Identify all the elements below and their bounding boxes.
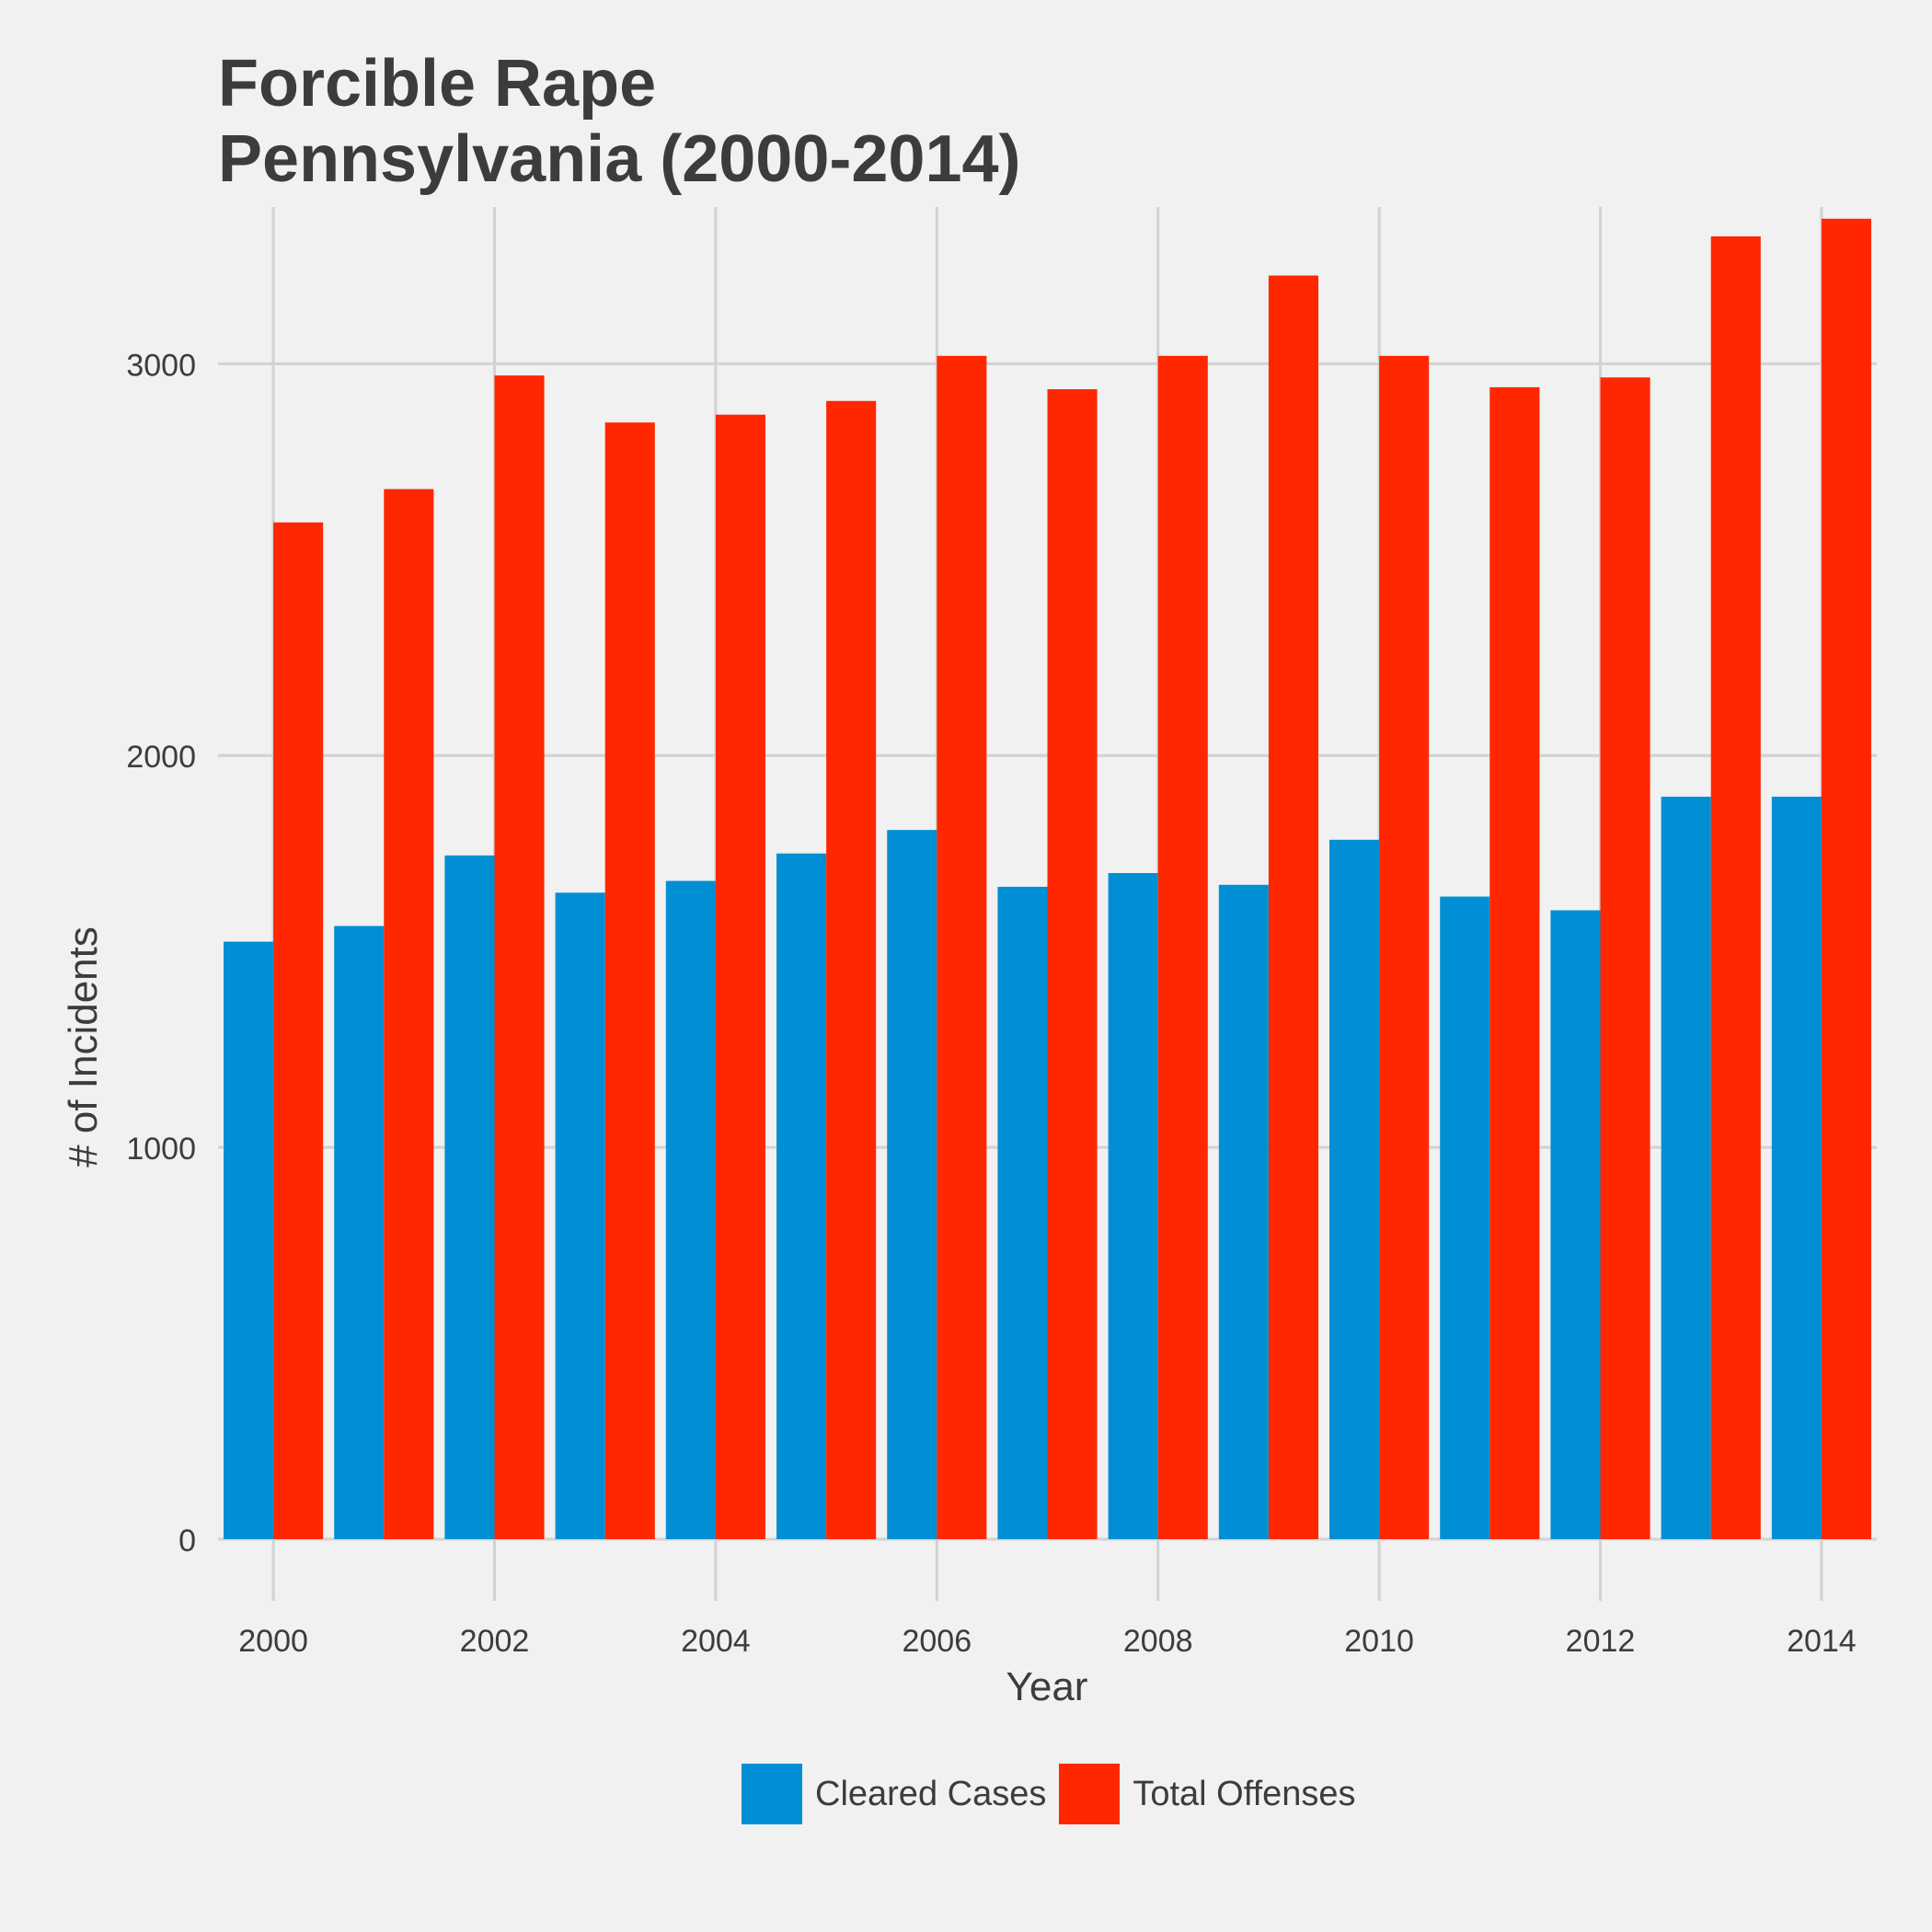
x-tick-label: 2000 <box>238 1624 308 1659</box>
chart-title-line: Forcible Rape <box>218 47 657 121</box>
bar-cleared-cases <box>1440 896 1490 1539</box>
x-tick-label: 2014 <box>1787 1624 1857 1659</box>
legend-swatch-cleared <box>742 1764 802 1824</box>
bar-cleared-cases <box>555 892 605 1539</box>
legend: Cleared Cases Total Offenses <box>742 1764 1369 1824</box>
legend-label-total: Total Offenses <box>1133 1774 1356 1813</box>
x-tick-label: 2002 <box>460 1624 530 1659</box>
bar-cleared-cases <box>1218 884 1269 1539</box>
bar-cleared-cases <box>997 886 1048 1539</box>
y-tick-label: 2000 <box>126 740 196 775</box>
legend-item-cleared: Cleared Cases <box>742 1764 1046 1824</box>
bar-cleared-cases <box>776 853 827 1539</box>
x-axis-title: Year <box>1006 1664 1088 1709</box>
bar-total-offenses <box>1821 218 1871 1539</box>
x-tick-label: 2010 <box>1344 1624 1414 1659</box>
y-tick-label: 3000 <box>126 348 196 383</box>
bar-total-offenses <box>494 375 545 1540</box>
bar-cleared-cases <box>665 880 716 1539</box>
legend-swatch-total <box>1059 1764 1121 1824</box>
bar-total-offenses <box>715 414 765 1539</box>
bars <box>224 218 1871 1540</box>
bar-cleared-cases <box>1329 839 1380 1539</box>
y-tick-label: 0 <box>178 1524 196 1558</box>
bar-total-offenses <box>826 400 877 1539</box>
axis-labels: Year # of Incidents 0 1000 2000 3000 2000 200… <box>61 348 1857 1709</box>
y-axis-title: # of Incidents <box>61 926 106 1167</box>
x-tick-label: 2008 <box>1123 1624 1193 1659</box>
bar-total-offenses <box>384 489 434 1540</box>
bar-total-offenses <box>604 422 655 1539</box>
chart-subtitle: Pennsylvania (2000-2014) <box>218 122 1021 196</box>
bar-cleared-cases <box>334 926 385 1539</box>
bar-cleared-cases <box>887 830 937 1539</box>
x-tick-label: 2006 <box>902 1624 972 1659</box>
x-tick-label: 2012 <box>1566 1624 1636 1659</box>
bar-total-offenses <box>273 522 324 1540</box>
bar-cleared-cases <box>1661 796 1711 1539</box>
chart-title: Forcible Rape Pennsylvania (2000-2014) <box>218 46 1021 197</box>
bar-total-offenses <box>1710 236 1761 1539</box>
bar-total-offenses <box>1047 389 1098 1540</box>
bar-cleared-cases <box>224 941 274 1539</box>
bar-total-offenses <box>1489 386 1540 1539</box>
x-tick-label: 2004 <box>681 1624 751 1659</box>
bar-total-offenses <box>1379 355 1430 1539</box>
legend-item-total: Total Offenses <box>1059 1764 1356 1824</box>
bar-total-offenses <box>1157 355 1208 1539</box>
bar-cleared-cases <box>444 855 495 1539</box>
bar-cleared-cases <box>1108 873 1158 1539</box>
bar-total-offenses <box>1600 377 1650 1540</box>
bar-total-offenses <box>937 355 987 1539</box>
bar-cleared-cases <box>1771 796 1822 1539</box>
y-tick-label: 1000 <box>126 1132 196 1167</box>
bar-total-offenses <box>1268 275 1318 1539</box>
legend-label-cleared: Cleared Cases <box>815 1774 1047 1813</box>
bar-cleared-cases <box>1550 910 1601 1539</box>
